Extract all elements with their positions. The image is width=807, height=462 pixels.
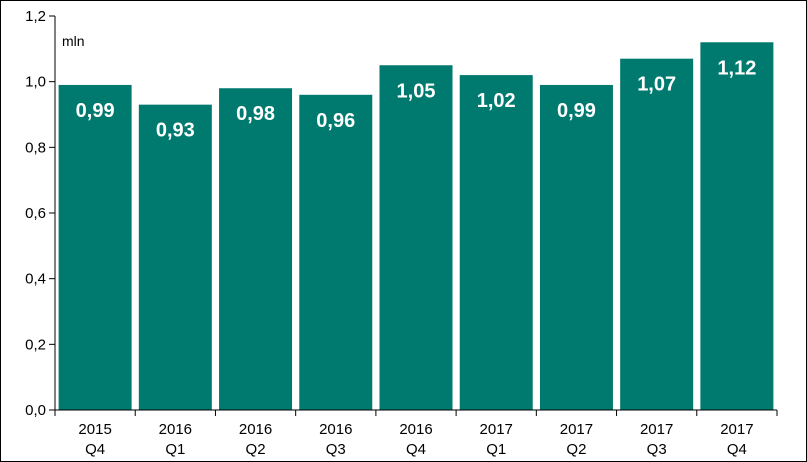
x-category-year: 2017	[720, 421, 753, 438]
bar-2016-q3	[299, 94, 373, 411]
bar-2016-q2	[219, 88, 293, 410]
x-category-quarter: Q4	[85, 441, 105, 458]
data-label: 0,93	[156, 120, 195, 142]
x-category-quarter: Q3	[647, 441, 667, 458]
x-category-year: 2017	[640, 421, 673, 438]
data-label: 1,12	[717, 57, 756, 79]
data-label: 0,99	[76, 100, 115, 122]
x-category-quarter: Q4	[727, 441, 747, 458]
y-tick-label: 0,8	[25, 139, 46, 156]
x-category-quarter: Q1	[165, 441, 185, 458]
x-category-year: 2015	[78, 421, 111, 438]
data-labels-group: 0,99 0,93 0,98 0,96 1,05 1,02 0,99 1,07 1,12	[76, 57, 757, 141]
x-category-quarter: Q4	[406, 441, 426, 458]
data-label: 0,99	[557, 100, 596, 122]
data-label: 0,98	[236, 103, 275, 125]
data-label: 1,05	[397, 80, 436, 102]
x-category-year: 2016	[399, 421, 432, 438]
x-category-year: 2017	[560, 421, 593, 438]
bar-2017-q3	[620, 58, 694, 410]
x-category-quarter: Q1	[486, 441, 506, 458]
x-category-year: 2017	[480, 421, 513, 438]
bar-2017-q1	[459, 75, 533, 410]
x-category-quarter: Q3	[326, 441, 346, 458]
y-tick-label: 0,2	[25, 336, 46, 353]
y-tick-label: 1,2	[25, 8, 46, 25]
y-tick-label: 0,6	[25, 205, 46, 222]
bar-2017-q2	[539, 84, 613, 410]
x-category-quarter: Q2	[246, 441, 266, 458]
bar-2016-q4	[379, 65, 453, 410]
bar-2017-q4	[700, 42, 774, 411]
bar-2015-q4	[58, 84, 132, 410]
y-tick-label: 0,0	[25, 402, 46, 419]
y-tick-label: 0,4	[25, 271, 46, 288]
x-category-year: 2016	[319, 421, 352, 438]
x-category-year: 2016	[159, 421, 192, 438]
data-label: 1,07	[637, 74, 676, 96]
axes-group: 0,0 0,2 0,4 0,6 0,8 1,0 1,2 2015 Q4 2016 Q1 2016 Q2 2…	[25, 8, 778, 458]
unit-label: mln	[62, 33, 85, 49]
bar-2016-q1	[138, 104, 212, 411]
x-category-quarter: Q2	[566, 441, 586, 458]
x-category-year: 2016	[239, 421, 272, 438]
data-label: 0,96	[316, 110, 355, 132]
bars-group	[58, 42, 774, 411]
data-label: 1,02	[477, 90, 516, 112]
y-tick-label: 1,0	[25, 74, 46, 91]
